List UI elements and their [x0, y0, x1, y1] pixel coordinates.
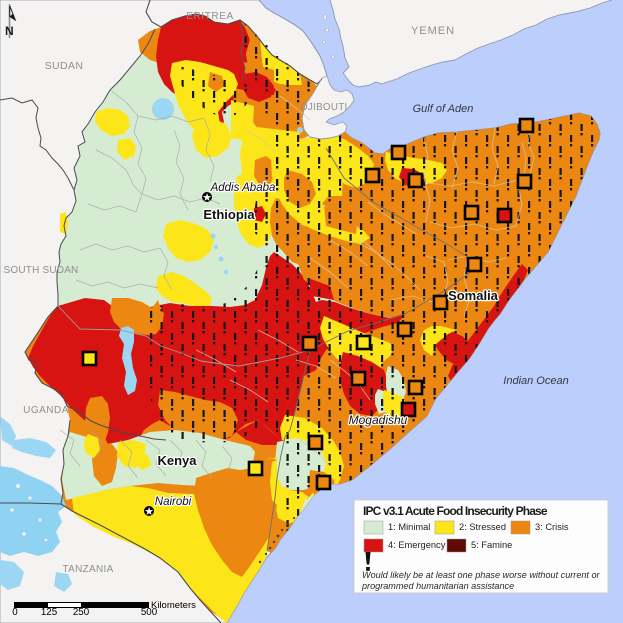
svg-text:250: 250 — [73, 607, 90, 618]
svg-text:Somalia: Somalia — [448, 288, 499, 303]
svg-text:Would likely be at least one p: Would likely be at least one phase worse… — [362, 570, 601, 580]
svg-text:Kilometers: Kilometers — [151, 600, 196, 611]
svg-text:Addis Ababa: Addis Ababa — [210, 182, 276, 194]
svg-text:500: 500 — [141, 607, 158, 618]
svg-text:125: 125 — [41, 607, 58, 618]
svg-text:★: ★ — [202, 192, 212, 204]
svg-text:SUDAN: SUDAN — [45, 60, 84, 72]
svg-text:ERITREA: ERITREA — [186, 11, 234, 22]
svg-text:programmed humanitarian assist: programmed humanitarian assistance — [361, 581, 514, 591]
svg-text:Gulf of Aden: Gulf of Aden — [413, 103, 474, 115]
svg-text:Nairobi: Nairobi — [155, 496, 192, 508]
svg-text:Ethiopia: Ethiopia — [203, 207, 255, 222]
svg-text:DJIBOUTI: DJIBOUTI — [300, 102, 347, 113]
svg-text:Kenya: Kenya — [157, 453, 197, 468]
svg-text:TANZANIA: TANZANIA — [62, 564, 113, 575]
svg-text:N: N — [5, 24, 14, 38]
svg-text:UGANDA: UGANDA — [23, 405, 69, 416]
svg-text:2: Stressed: 2: Stressed — [459, 522, 506, 532]
svg-text:Mogadishu: Mogadishu — [349, 413, 408, 427]
svg-text:SOUTH SUDAN: SOUTH SUDAN — [4, 265, 79, 276]
svg-text:Indian Ocean: Indian Ocean — [503, 375, 568, 387]
svg-text:5: Famine: 5: Famine — [471, 540, 512, 550]
svg-text:4: Emergency: 4: Emergency — [388, 540, 446, 550]
svg-text:1: Minimal: 1: Minimal — [388, 522, 430, 532]
svg-text:YEMEN: YEMEN — [411, 25, 455, 37]
svg-text:0: 0 — [12, 607, 18, 618]
svg-text:★: ★ — [144, 506, 154, 518]
svg-text:IPC v3.1 Acute Food Insecurity: IPC v3.1 Acute Food Insecurity Phase — [363, 504, 548, 518]
svg-text:3: Crisis: 3: Crisis — [535, 522, 569, 532]
